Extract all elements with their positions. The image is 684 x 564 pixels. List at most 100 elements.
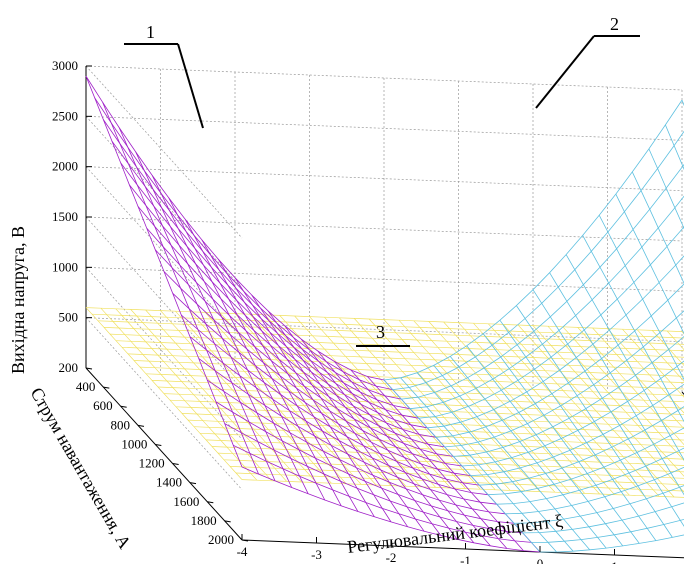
y-tick-label: 1800: [191, 513, 217, 528]
mesh-line: [333, 361, 491, 547]
mesh-line: [350, 369, 508, 549]
mesh-line: [128, 184, 428, 429]
y-tick-label: 1600: [173, 494, 199, 509]
mesh-line: [547, 325, 684, 477]
grid-line: [85, 166, 243, 339]
mesh-line: [482, 333, 640, 544]
mesh-line: [622, 328, 684, 398]
mesh-line: [339, 317, 496, 491]
mesh-line: [284, 325, 442, 536]
mesh-line: [479, 406, 684, 486]
x-tick-label: -4: [237, 544, 248, 559]
mesh-line: [135, 151, 293, 488]
mesh-line: [145, 309, 302, 483]
mesh-line: [100, 307, 258, 481]
y-tick-mark: [207, 501, 214, 504]
mesh-line: [115, 308, 273, 482]
mesh-line: [309, 316, 466, 489]
mesh-line: [102, 102, 259, 475]
grid-line: [85, 216, 683, 242]
y-tick-label: 1000: [121, 436, 147, 451]
mesh-line: [449, 356, 607, 549]
grid-line: [85, 116, 243, 289]
mesh-line: [175, 310, 332, 484]
mesh-line: [102, 119, 402, 400]
mesh-line: [443, 321, 600, 495]
mesh-line: [631, 171, 684, 285]
grid-line: [85, 166, 683, 192]
mesh-line: [549, 272, 684, 496]
mesh-line: [428, 321, 585, 494]
y-tick-label: 600: [93, 398, 113, 413]
mesh-line: [160, 310, 317, 483]
mesh-line: [367, 376, 524, 551]
mesh-line: [516, 305, 673, 538]
y-tick-label: 200: [59, 360, 79, 375]
mesh-line: [598, 215, 684, 381]
mesh-line: [198, 358, 497, 505]
axis-line: [85, 367, 243, 541]
callout-3: 3: [356, 322, 410, 347]
mesh-line: [532, 289, 684, 527]
mesh-line: [294, 315, 451, 489]
grid-line: [85, 266, 683, 292]
mesh-line: [433, 365, 591, 551]
y-tick-label: 400: [76, 379, 96, 394]
z-tick-label: 2500: [52, 108, 78, 123]
mesh-line: [234, 277, 392, 523]
mesh-line: [218, 259, 375, 518]
mesh-line: [505, 466, 684, 515]
grid-line: [85, 216, 243, 390]
mesh-line: [85, 75, 243, 468]
mesh-line: [398, 319, 556, 493]
callout-1-label: 1: [146, 22, 155, 42]
x-tick-label: 1: [611, 559, 618, 564]
grid-line: [85, 317, 243, 490]
y-tick-mark: [137, 424, 145, 427]
mesh-line: [300, 338, 458, 540]
grid-line: [85, 65, 683, 91]
x-tick-label: 0: [537, 556, 544, 564]
callout-1: 1: [124, 22, 204, 129]
x-axis-ticks: -4-3-2-101234: [237, 534, 618, 564]
y-tick-mark: [241, 539, 249, 542]
callout-2: 2: [535, 14, 640, 109]
mesh-line: [91, 313, 684, 339]
y-tick-label: 1400: [156, 475, 182, 490]
mesh-line: [317, 350, 475, 544]
x-tick-label: -1: [460, 553, 471, 564]
y-tick-label: 2000: [208, 532, 234, 547]
mesh-line: [651, 330, 684, 367]
callout-2-label: 2: [610, 14, 619, 34]
mesh-line: [279, 315, 436, 488]
x-tick-label: -3: [311, 547, 322, 562]
y-tick-mark: [189, 482, 197, 485]
y-tick-mark: [103, 386, 110, 389]
z-axis-ticks: 500 1000 1500 2000 2500 3000: [52, 58, 92, 325]
mesh-line: [118, 127, 276, 482]
mesh-line: [607, 328, 684, 414]
mesh-line: [565, 254, 684, 461]
mesh-line: [219, 312, 377, 486]
mesh-line: [163, 271, 463, 467]
mesh-line: [582, 235, 684, 423]
callout-3-label: 3: [376, 322, 385, 342]
mesh-line: [499, 319, 657, 541]
grid-line: [85, 317, 683, 343]
mesh-line: [592, 327, 684, 430]
mesh-line: [461, 360, 684, 467]
mesh-line: [665, 124, 684, 171]
y-tick-label: 800: [111, 417, 131, 432]
mesh-line: [130, 309, 287, 482]
mesh-line: [267, 310, 425, 532]
mesh-line: [120, 162, 419, 419]
mesh-line: [151, 175, 309, 494]
surface-2: [383, 99, 684, 553]
mesh-line: [637, 329, 684, 382]
mesh-line: [517, 324, 675, 498]
mesh-line: [577, 327, 684, 446]
grid-line: [85, 115, 683, 141]
z-tick-label: 2000: [52, 159, 78, 174]
mesh-line: [353, 318, 511, 491]
